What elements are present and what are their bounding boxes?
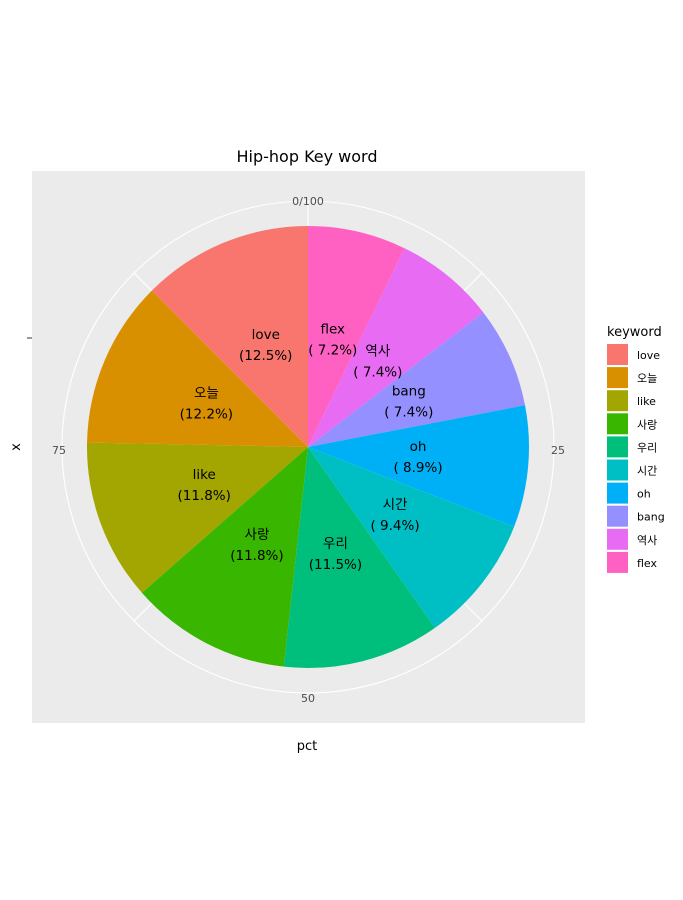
pie-slice-9 bbox=[87, 290, 308, 447]
legend-label: love bbox=[637, 349, 660, 362]
slice-pct-label-10: (12.5%) bbox=[239, 348, 292, 364]
pie-slice-2 bbox=[308, 248, 484, 447]
slice-label-3: bang bbox=[392, 384, 426, 400]
pie-slice-4 bbox=[308, 405, 529, 527]
slice-pct-label-4: ( 8.9%) bbox=[393, 460, 442, 476]
x-axis-title: pct bbox=[297, 739, 318, 754]
pie-slice-1 bbox=[308, 226, 405, 447]
slice-label-8: like bbox=[193, 467, 216, 483]
slice-pct-label-6: (11.5%) bbox=[309, 557, 362, 573]
theta-tick-label: 25 bbox=[551, 444, 565, 457]
slice-labels: flex ( 7.2%) 역사 ( 7.4%) bang ( 7.4%) oh ( 8.9%)… bbox=[177, 321, 442, 573]
legend-label: oh bbox=[637, 488, 651, 501]
slice-pct-label-3: ( 7.4%) bbox=[384, 405, 433, 421]
legend-label: 역사 bbox=[637, 534, 657, 547]
theta-ticks: 0/100 25 50 75 bbox=[52, 195, 565, 705]
theta-tick-label: 50 bbox=[301, 692, 315, 705]
slice-label-7: 사랑 bbox=[245, 527, 270, 543]
theta-tick-label: 75 bbox=[52, 444, 66, 457]
slice-label-2: 역사 bbox=[365, 343, 390, 359]
slice-pct-label-9: (12.2%) bbox=[180, 407, 233, 423]
legend-swatch bbox=[607, 528, 628, 550]
legend-swatch bbox=[607, 551, 628, 573]
pie-slice-3 bbox=[308, 312, 526, 447]
pie-slice-6 bbox=[283, 447, 435, 668]
pie-slice-7 bbox=[141, 447, 308, 667]
legend-label: 오늘 bbox=[637, 372, 657, 385]
y-axis-title: x bbox=[9, 443, 24, 451]
legend-swatch bbox=[607, 413, 628, 435]
slice-pct-label-1: ( 7.2%) bbox=[308, 342, 357, 358]
slice-pct-label-5: ( 9.4%) bbox=[370, 518, 419, 534]
legend-swatch bbox=[607, 459, 628, 481]
legend-label: bang bbox=[637, 511, 665, 524]
slice-label-9: 오늘 bbox=[194, 386, 219, 402]
legend-swatch bbox=[607, 505, 628, 527]
legend-label: 시간 bbox=[637, 465, 657, 478]
slice-label-10: love bbox=[252, 327, 280, 343]
legend-label: 사랑 bbox=[637, 418, 657, 431]
slice-label-1: flex bbox=[320, 321, 345, 337]
pie-slices bbox=[87, 226, 529, 668]
pie-slice-10 bbox=[151, 226, 308, 447]
legend-swatch bbox=[607, 367, 628, 389]
chart-title: Hip-hop Key word bbox=[237, 147, 378, 166]
pie-slice-5 bbox=[308, 447, 515, 628]
legend-label: like bbox=[637, 395, 656, 408]
legend-label: flex bbox=[637, 557, 658, 570]
pie-slice-8 bbox=[87, 442, 308, 593]
legend-swatch bbox=[607, 482, 628, 504]
slice-label-4: oh bbox=[410, 439, 427, 455]
theta-tick-label: 0/100 bbox=[292, 195, 324, 208]
legend-label: 우리 bbox=[637, 441, 657, 454]
legend-swatch bbox=[607, 390, 628, 412]
slice-pct-label-2: ( 7.4%) bbox=[353, 364, 402, 380]
legend-swatch bbox=[607, 436, 628, 458]
legend-swatch bbox=[607, 344, 628, 365]
legend-title: keyword bbox=[607, 325, 662, 340]
slice-label-6: 우리 bbox=[323, 536, 348, 552]
slice-pct-label-7: (11.8%) bbox=[230, 548, 283, 564]
slice-pct-label-8: (11.8%) bbox=[177, 488, 230, 504]
slice-label-5: 시간 bbox=[383, 497, 408, 513]
